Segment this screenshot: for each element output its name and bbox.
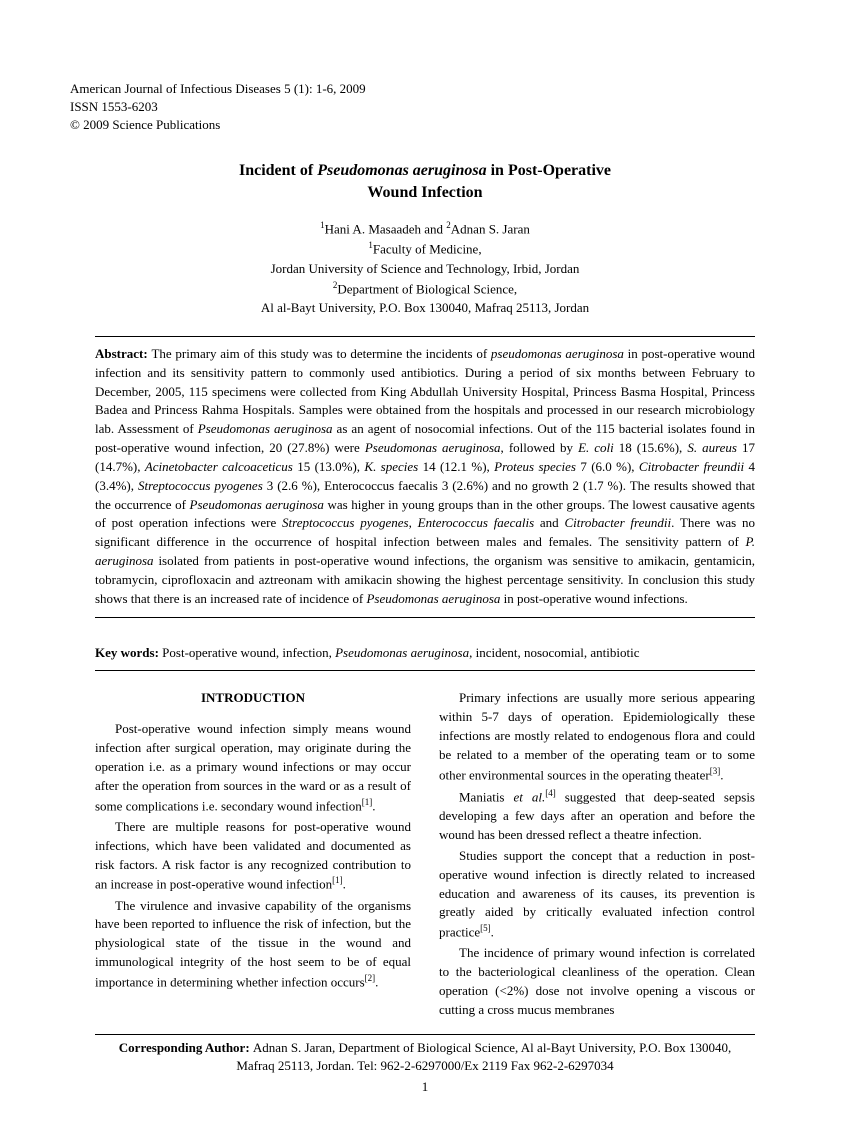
introduction-heading: INTRODUCTION <box>95 689 411 708</box>
right-column: Primary infections are usually more seri… <box>439 689 755 1021</box>
journal-header: American Journal of Infectious Diseases … <box>70 80 780 135</box>
journal-line-2: ISSN 1553-6203 <box>70 98 780 116</box>
col2-p2: Maniatis et al.[4] suggested that deep-s… <box>439 787 755 845</box>
abstract-block: Abstract: The primary aim of this study … <box>95 336 755 618</box>
abstract-text: Abstract: The primary aim of this study … <box>95 345 755 609</box>
keywords-block: Key words: Post-operative wound, infecti… <box>95 636 755 672</box>
left-column: INTRODUCTION Post-operative wound infect… <box>95 689 411 1021</box>
col2-p4: The incidence of primary wound infection… <box>439 944 755 1019</box>
keywords-text: Key words: Post-operative wound, infecti… <box>95 644 755 663</box>
intro-p2: There are multiple reasons for post-oper… <box>95 818 411 895</box>
col2-p3: Studies support the concept that a reduc… <box>439 847 755 943</box>
authors-block: 1Hani A. Masaadeh and 2Adnan S. Jaran 1F… <box>70 219 780 317</box>
journal-line-3: © 2009 Science Publications <box>70 116 780 134</box>
col2-p1: Primary infections are usually more seri… <box>439 689 755 785</box>
body-columns: INTRODUCTION Post-operative wound infect… <box>95 689 755 1021</box>
intro-p1: Post-operative wound infection simply me… <box>95 720 411 816</box>
page-number: 1 <box>70 1079 780 1095</box>
intro-p3: The virulence and invasive capability of… <box>95 897 411 993</box>
journal-line-1: American Journal of Infectious Diseases … <box>70 80 780 98</box>
corresponding-author: Corresponding Author: Adnan S. Jaran, De… <box>95 1034 755 1075</box>
article-title: Incident of Pseudomonas aeruginosa in Po… <box>70 160 780 205</box>
